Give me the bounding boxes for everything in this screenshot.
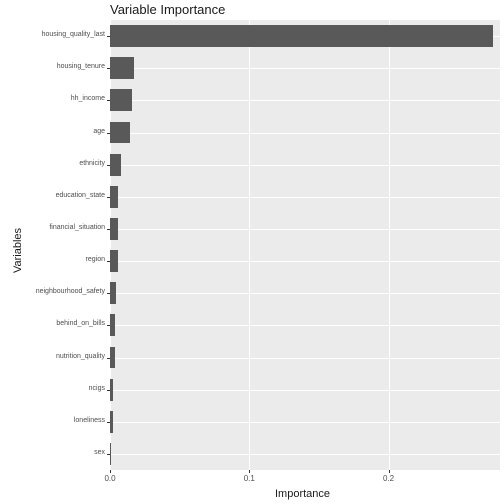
gridline-horizontal	[110, 390, 500, 391]
x-tick-label: 0.2	[369, 474, 409, 483]
x-tick-label: 0.0	[90, 474, 130, 483]
y-tick-label: neighbourhood_safety	[36, 288, 105, 295]
x-tick-mark	[110, 470, 111, 473]
gridline-horizontal	[110, 229, 500, 230]
gridline-horizontal	[110, 261, 500, 262]
bar	[110, 379, 113, 401]
y-tick-mark	[107, 100, 110, 101]
x-tick-mark	[249, 470, 250, 473]
y-tick-mark	[107, 454, 110, 455]
bar	[110, 250, 118, 272]
y-axis-label: Variables	[12, 228, 24, 273]
x-tick-mark	[389, 470, 390, 473]
y-tick-mark	[107, 325, 110, 326]
x-tick-label: 0.1	[229, 474, 269, 483]
y-tick-mark	[107, 133, 110, 134]
gridline-horizontal	[110, 454, 500, 455]
gridline-vertical	[110, 20, 111, 470]
y-tick-label: region	[86, 256, 105, 263]
y-tick-label: housing_quality_last	[42, 31, 105, 38]
y-tick-label: loneliness	[74, 417, 105, 424]
y-tick-label: sex	[94, 449, 105, 456]
gridline-vertical	[249, 20, 250, 470]
y-tick-mark	[107, 422, 110, 423]
y-tick-label: financial_situation	[49, 224, 105, 231]
y-tick-mark	[107, 358, 110, 359]
y-tick-mark	[107, 68, 110, 69]
y-tick-label: ncigs	[89, 385, 105, 392]
y-tick-mark	[107, 293, 110, 294]
bar	[110, 347, 115, 369]
y-tick-label: hh_income	[71, 95, 105, 102]
bar	[110, 57, 134, 79]
gridline-horizontal	[110, 358, 500, 359]
gridline-horizontal	[110, 422, 500, 423]
bar	[110, 218, 118, 240]
bar	[110, 25, 493, 47]
bar	[110, 154, 121, 176]
y-tick-label: age	[93, 128, 105, 135]
y-tick-label: nutrition_quality	[56, 353, 105, 360]
bar	[110, 122, 130, 144]
chart-title: Variable Importance	[110, 2, 225, 17]
gridline-vertical	[389, 20, 390, 470]
y-tick-label: ethnicity	[79, 160, 105, 167]
x-axis-label: Importance	[275, 488, 330, 500]
bar	[110, 186, 118, 208]
y-tick-label: behind_on_bills	[56, 320, 105, 327]
plot-panel	[110, 20, 500, 470]
gridline-horizontal	[110, 68, 500, 69]
gridline-horizontal	[110, 293, 500, 294]
bar	[110, 411, 113, 433]
bar	[110, 314, 115, 336]
bar	[110, 443, 111, 465]
gridline-horizontal	[110, 197, 500, 198]
variable-importance-chart: Variable Importance Variables Importance…	[0, 0, 504, 504]
y-tick-mark	[107, 165, 110, 166]
gridline-horizontal	[110, 325, 500, 326]
y-tick-mark	[107, 390, 110, 391]
bar	[110, 282, 116, 304]
gridline-horizontal	[110, 100, 500, 101]
y-tick-label: housing_tenure	[57, 63, 105, 70]
bar	[110, 89, 132, 111]
y-tick-mark	[107, 261, 110, 262]
y-tick-mark	[107, 36, 110, 37]
y-tick-mark	[107, 229, 110, 230]
y-tick-label: education_state	[56, 192, 105, 199]
gridline-horizontal	[110, 133, 500, 134]
gridline-horizontal	[110, 165, 500, 166]
y-tick-mark	[107, 197, 110, 198]
